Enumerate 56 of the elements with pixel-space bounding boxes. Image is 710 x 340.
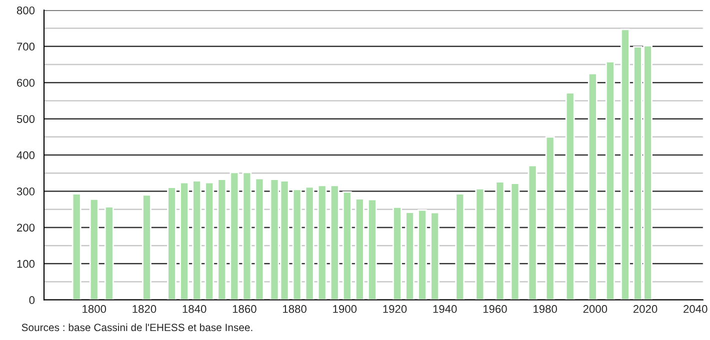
bar (242, 172, 252, 300)
bar (180, 182, 190, 300)
bar (342, 191, 352, 300)
bar (104, 206, 114, 300)
bar (545, 136, 555, 300)
bar (368, 198, 377, 300)
y-tick-label: 800 (16, 6, 35, 14)
bar (254, 178, 264, 300)
bar (217, 178, 227, 300)
bar (430, 212, 440, 300)
y-tick-label: 300 (16, 188, 35, 196)
y-tick-label: 100 (17, 260, 35, 268)
x-tick-label: 1880 (283, 305, 306, 313)
bar (317, 184, 327, 300)
bar (72, 193, 82, 300)
x-tick-label: 2020 (633, 305, 658, 313)
y-tick-label: 0 (29, 296, 35, 304)
bar (455, 193, 465, 300)
x-tick-label: 1840 (182, 305, 206, 313)
bar (89, 198, 99, 300)
bar (204, 182, 214, 300)
bar (142, 194, 152, 300)
bar (418, 209, 428, 300)
y-tick-label: 200 (17, 224, 35, 232)
y-tick-label: 700 (17, 42, 35, 51)
bar (192, 180, 202, 300)
bar (528, 164, 538, 300)
x-tick-label: 1820 (132, 305, 156, 313)
x-tick-label: 1940 (433, 305, 457, 313)
x-tick-label: 1800 (82, 305, 106, 313)
x-tick-label: 1860 (232, 305, 256, 313)
bar (495, 181, 505, 300)
bar (565, 92, 575, 300)
y-tick-label: 600 (17, 78, 35, 87)
bar (620, 28, 630, 300)
bar (292, 188, 302, 300)
bar (354, 198, 364, 300)
bar (167, 186, 176, 300)
bar (392, 206, 402, 300)
y-tick-label: 400 (16, 151, 35, 160)
bar (475, 188, 485, 300)
bar (330, 184, 340, 300)
y-tick-label: 500 (16, 115, 35, 123)
source-note: Sources : base Cassini de l'EHESS et base Insee. (22, 323, 252, 332)
bar (606, 60, 615, 300)
bar (510, 182, 520, 300)
x-tick-label: 2040 (684, 305, 708, 313)
x-tick-label: 1900 (333, 305, 357, 313)
x-tick-label: 1920 (383, 305, 407, 313)
bar (405, 212, 414, 300)
x-tick-label: 2000 (583, 305, 608, 313)
x-tick-label: 1960 (483, 305, 507, 313)
bar (588, 72, 598, 300)
bar (304, 186, 314, 300)
bar (230, 172, 240, 300)
x-tick-label: 1980 (534, 305, 557, 313)
